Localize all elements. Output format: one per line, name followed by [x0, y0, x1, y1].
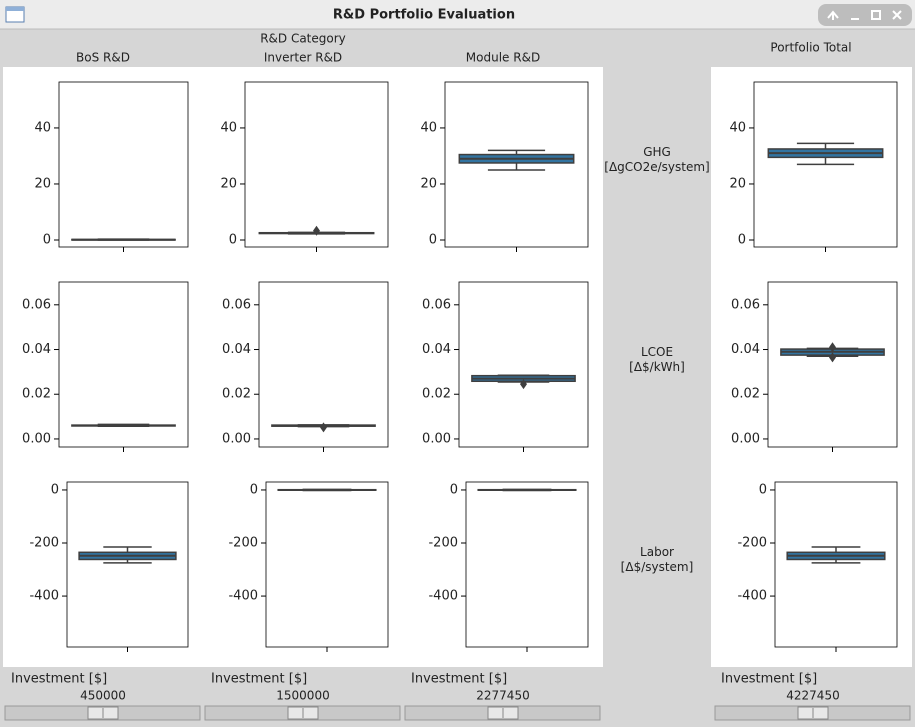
shade-button[interactable]: [827, 10, 839, 20]
axes-frame: [774, 481, 898, 648]
y-tick-label: 0.04: [731, 342, 760, 357]
y-tick-label: 0.02: [422, 387, 451, 402]
control-value: 2277450: [476, 689, 529, 703]
control-value: 4227450: [786, 689, 839, 703]
y-tick-label: 0.06: [422, 297, 451, 312]
y-tick-label: 0: [229, 232, 237, 247]
axes-frame: [258, 281, 389, 448]
metric-label: Labor: [640, 545, 674, 559]
column-header: Portfolio Total: [770, 41, 851, 55]
y-tick-label: -400: [737, 589, 767, 604]
y-tick-label: -400: [29, 589, 59, 604]
column-header: BoS R&D: [76, 51, 130, 65]
control-label: Investment [$]: [211, 672, 307, 687]
axes-frame: [66, 481, 189, 648]
column-header: Module R&D: [466, 51, 540, 65]
y-tick-label: 0.06: [22, 297, 51, 312]
y-tick-label: 0.02: [731, 387, 760, 402]
column-header: Inverter R&D: [264, 51, 342, 65]
window-buttons: [818, 4, 912, 26]
maximize-button[interactable]: [871, 10, 881, 20]
metric-label: [Δ$/system]: [621, 560, 694, 574]
y-tick-label: 0.04: [22, 342, 51, 357]
window-title: R&D Portfolio Evaluation: [333, 8, 515, 23]
y-tick-label: -200: [428, 536, 458, 551]
outlier: [313, 225, 320, 236]
y-tick-label: 0: [51, 482, 59, 497]
metric-label: LCOE: [641, 345, 673, 359]
y-tick-label: 40: [729, 120, 746, 135]
y-tick-label: 0: [450, 482, 458, 497]
y-tick-label: -200: [29, 536, 59, 551]
control-label: Investment [$]: [721, 672, 817, 687]
y-tick-label: 0.02: [222, 387, 251, 402]
metric-label: GHG: [643, 145, 671, 159]
window-icon-bar: [6, 7, 24, 11]
axes-frame: [465, 481, 589, 648]
y-tick-label: 0.00: [22, 431, 51, 446]
metric-label: [Δ$/kWh]: [629, 360, 685, 374]
control-label: Investment [$]: [411, 672, 507, 687]
outlier: [520, 379, 527, 390]
y-tick-label: 40: [420, 120, 437, 135]
y-tick-label: 0: [759, 482, 767, 497]
y-tick-label: 0: [43, 232, 51, 247]
axes-frame: [58, 81, 189, 248]
outlier: [829, 352, 836, 363]
y-tick-label: 0.00: [422, 431, 451, 446]
y-tick-label: 20: [220, 176, 237, 191]
y-tick-label: 40: [220, 120, 237, 135]
y-tick-label: 0: [429, 232, 437, 247]
outlier: [829, 342, 836, 353]
y-tick-label: 0.04: [222, 342, 251, 357]
group-label: R&D Category: [260, 32, 346, 46]
axes-frame: [244, 81, 389, 248]
y-tick-label: 20: [420, 176, 437, 191]
close-button[interactable]: [892, 10, 902, 20]
y-tick-label: -200: [228, 536, 258, 551]
y-tick-label: -400: [228, 589, 258, 604]
metric-label: [ΔgCO2e/system]: [604, 160, 709, 174]
axes-frame: [58, 281, 189, 448]
outlier: [320, 422, 327, 433]
y-tick-label: 0: [738, 232, 746, 247]
y-tick-label: 40: [34, 120, 51, 135]
y-tick-label: -400: [428, 589, 458, 604]
y-tick-label: -200: [737, 536, 767, 551]
y-tick-label: 0.04: [422, 342, 451, 357]
axes-frame: [458, 281, 589, 448]
title-bar: [0, 0, 915, 29]
y-tick-label: 20: [729, 176, 746, 191]
y-tick-label: 0.00: [222, 431, 251, 446]
y-tick-label: 0.02: [22, 387, 51, 402]
y-tick-label: 0.06: [222, 297, 251, 312]
y-tick-label: 0.00: [731, 431, 760, 446]
axes-frame: [265, 481, 389, 648]
y-tick-label: 0: [250, 482, 258, 497]
y-tick-label: 20: [34, 176, 51, 191]
control-label: Investment [$]: [11, 672, 107, 687]
axes-frame: [767, 281, 898, 448]
control-value: 450000: [80, 689, 126, 703]
y-tick-label: 0.06: [731, 297, 760, 312]
control-value: 1500000: [276, 689, 329, 703]
